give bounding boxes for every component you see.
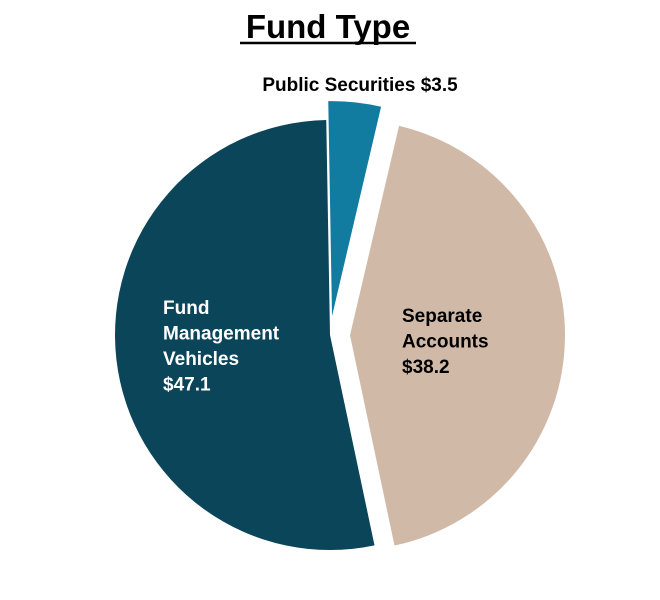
slice-label-line: $47.1 (163, 375, 211, 396)
pie-labels: Public Securities $3.5 Separate Accounts $3… (163, 75, 489, 396)
pie-slice-fund-management-vehicles (114, 120, 375, 551)
slice-label-fund-management-vehicles: Fund Management Vehicles $47.1 (163, 298, 280, 396)
slice-label-public-securities: Public Securities $3.5 (262, 75, 458, 96)
pie-slices (114, 101, 565, 551)
slice-label-line: Management (163, 324, 280, 345)
pie-slice-public-securities (328, 101, 382, 317)
pie-slice-separate-accounts (349, 125, 565, 546)
slice-label-line: Separate (402, 306, 482, 327)
slice-label-line: Public Securities $3.5 (262, 75, 458, 96)
chart-title: Fund Type (246, 8, 410, 45)
slice-label-line: $38.2 (402, 357, 450, 378)
slice-label-line: Vehicles (163, 349, 239, 370)
slice-label-separate-accounts: Separate Accounts $38.2 (402, 306, 489, 378)
chart-title-group: Fund Type (240, 8, 416, 45)
slice-label-line: Fund (163, 298, 209, 319)
slice-label-line: Accounts (402, 332, 489, 353)
